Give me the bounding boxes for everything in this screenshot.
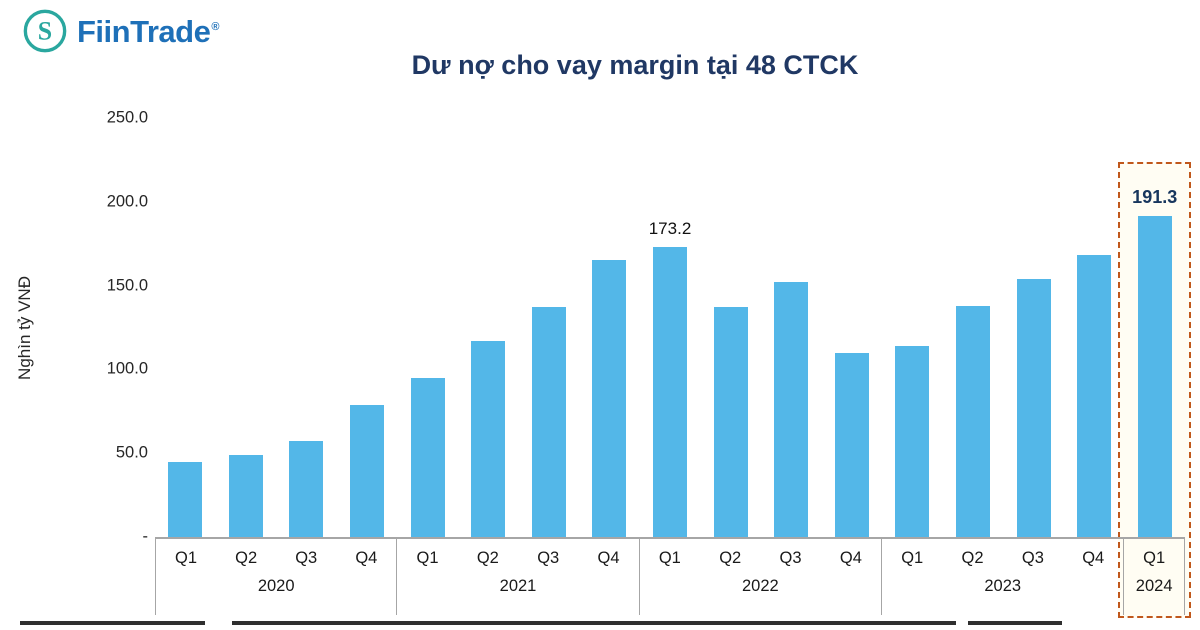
fiintrade-logo: S FiinTrade®: [22, 8, 219, 54]
quarter-label: Q2: [476, 548, 499, 567]
bar: [531, 307, 566, 537]
y-tick-label: 50.0: [115, 443, 148, 462]
bar: [653, 246, 687, 537]
bar: [471, 340, 506, 537]
cropped-bottom-artifact-middle: [232, 621, 956, 625]
data-label: 191.3: [1132, 187, 1178, 208]
bar: [774, 282, 809, 537]
plot-area: 173.2 191.3: [155, 118, 1185, 539]
y-tick-label: -: [142, 527, 149, 546]
bar: [228, 454, 263, 537]
year-label: 2021: [499, 577, 537, 595]
bar: [713, 307, 748, 537]
year-label: 2022: [742, 577, 779, 595]
cropped-bottom-artifact-left: [20, 621, 205, 625]
year-label: 2024: [1135, 577, 1173, 595]
bar: [592, 260, 627, 537]
bar: [834, 352, 869, 537]
x-axis-year-group: Q1 Q2 Q3 Q4 2023: [882, 539, 1125, 615]
x-axis-year-group: Q1 Q2 Q3 Q4 2021: [397, 539, 640, 615]
y-tick-label: 250.0: [106, 108, 148, 127]
y-axis: 250.0 200.0 150.0 100.0 50.0 -: [58, 109, 148, 546]
bar: [895, 345, 930, 537]
x-axis-year-group: Q1 2024: [1124, 539, 1185, 615]
year-label: 2023: [984, 577, 1022, 595]
bar: [955, 305, 990, 537]
x-axis: Q1 Q2 Q3 Q4 2020 Q1 Q2 Q3 Q4 2021 Q1 Q2 Q3 Q4 2022 Q1 Q2…: [155, 539, 1185, 615]
brand-name: FiinTrade: [77, 13, 211, 49]
y-tick-label: 200.0: [106, 192, 148, 211]
svg-text:S: S: [38, 17, 52, 46]
quarter-label: Q1: [658, 548, 681, 567]
year-label: 2020: [257, 577, 295, 595]
data-label: 173.2: [648, 218, 692, 238]
bar: [350, 404, 385, 537]
chart-title: Dư nợ cho vay margin tại 48 CTCK: [411, 50, 859, 80]
quarter-label: Q2: [961, 548, 984, 567]
quarter-label: Q3: [537, 548, 560, 567]
bar: [1137, 216, 1172, 537]
quarter-label: Q1: [1143, 548, 1166, 567]
x-axis-year-group: Q1 Q2 Q3 Q4 2022: [640, 539, 883, 615]
quarter-label: Q1: [901, 548, 924, 567]
y-tick-label: 100.0: [106, 359, 148, 378]
fiintrade-s-logo-icon: S: [22, 8, 68, 54]
bar: [168, 461, 203, 537]
quarter-label: Q3: [1021, 548, 1044, 567]
quarter-label: Q4: [1082, 548, 1105, 567]
quarter-label: Q3: [779, 548, 802, 567]
quarter-label: Q3: [295, 548, 318, 567]
bar: [289, 441, 324, 537]
bar: [1077, 255, 1112, 537]
quarter-label: Q4: [839, 548, 862, 567]
y-tick-label: 150.0: [106, 276, 148, 295]
bar: [1016, 278, 1051, 537]
quarter-label: Q2: [719, 548, 742, 567]
bar: [410, 377, 445, 537]
cropped-bottom-artifact-right: [968, 621, 1062, 625]
quarter-label: Q2: [235, 548, 258, 567]
quarter-label: Q1: [175, 548, 198, 567]
y-axis-title: Nghìn tỷ VNĐ: [15, 275, 34, 380]
quarter-label: Q1: [416, 548, 439, 567]
quarter-label: Q4: [355, 548, 378, 567]
registered-mark: ®: [211, 21, 219, 34]
brand-wordmark: FiinTrade®: [77, 16, 219, 47]
quarter-label: Q4: [597, 548, 620, 567]
x-axis-year-group: Q1 Q2 Q3 Q4 2020: [155, 539, 398, 615]
